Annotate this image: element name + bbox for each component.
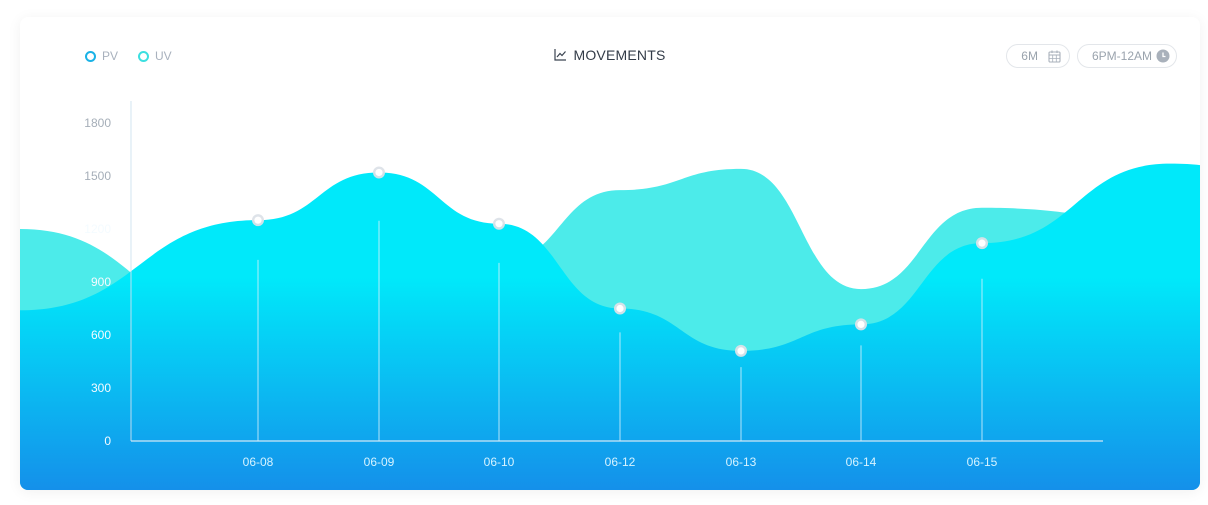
- pv-point: [254, 216, 262, 224]
- y-tick-label: 900: [91, 275, 111, 289]
- pv-legend-label: PV: [102, 49, 119, 63]
- chart-title: MOVEMENTS: [20, 47, 1200, 63]
- range-picker-button[interactable]: 6M: [1006, 44, 1070, 68]
- legend-item-uv[interactable]: UV: [138, 49, 172, 63]
- y-tick-label: 1800: [84, 116, 111, 130]
- chart-card: 0 300 600 900 1200 1500 1800 06-08 06-09 06-10 06-…: [20, 17, 1200, 490]
- pv-point: [616, 304, 624, 313]
- pv-series-area: [20, 163, 1200, 490]
- time-range-label: 6PM-12AM: [1091, 49, 1152, 63]
- x-tick-label: 06-15: [967, 455, 998, 469]
- chart-title-text: MOVEMENTS: [573, 47, 666, 63]
- clock-icon: [1156, 49, 1170, 63]
- calendar-icon: [1048, 50, 1061, 63]
- y-tick-label: 1200: [84, 222, 111, 236]
- x-tick-label: 06-10: [484, 455, 515, 469]
- pv-legend-marker: [85, 50, 96, 62]
- y-tick-label: 1500: [84, 169, 111, 183]
- y-tick-label: 600: [91, 328, 111, 342]
- legend-item-pv[interactable]: PV: [85, 49, 118, 63]
- line-chart-icon: [554, 49, 567, 61]
- range-label: 6M: [1021, 49, 1038, 63]
- x-tick-label: 06-13: [726, 455, 757, 469]
- pv-point: [978, 239, 986, 247]
- area-chart: 0 300 600 900 1200 1500 1800 06-08 06-09 06-10 06-…: [20, 101, 1200, 490]
- uv-legend-marker: [138, 50, 150, 62]
- chart-controls: 6M 6PM-12AM: [1006, 44, 1177, 68]
- pv-point: [737, 347, 745, 355]
- x-tick-label: 06-08: [243, 455, 274, 469]
- y-tick-label: 0: [104, 434, 111, 448]
- x-tick-label: 06-09: [364, 455, 395, 469]
- x-tick-label: 06-12: [605, 455, 636, 469]
- time-range-button[interactable]: 6PM-12AM: [1076, 44, 1177, 68]
- pv-point: [495, 220, 503, 228]
- pv-point: [857, 320, 865, 328]
- pv-point: [375, 168, 383, 177]
- chart-legend: PV UV: [85, 49, 172, 63]
- x-tick-label: 06-14: [846, 455, 877, 469]
- y-tick-label: 300: [91, 381, 111, 395]
- uv-legend-label: UV: [155, 49, 172, 63]
